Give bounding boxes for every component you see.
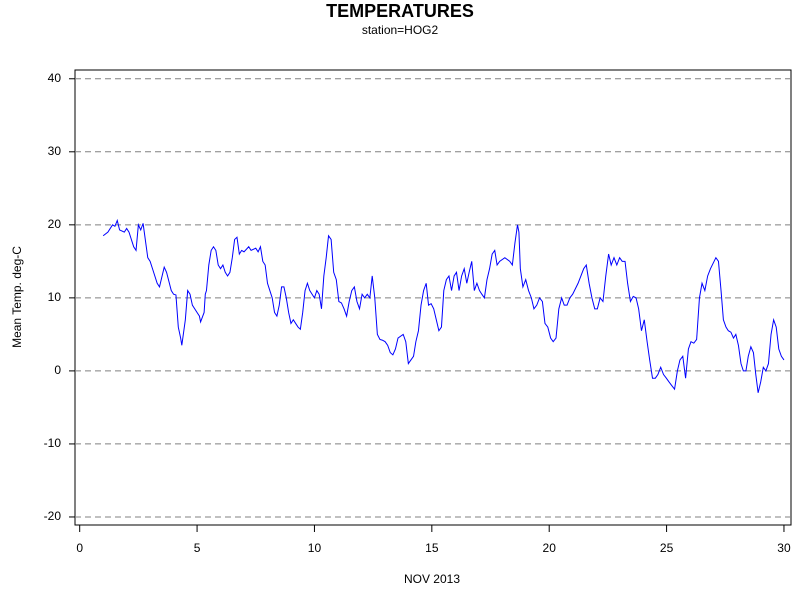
x-tick-label: 25: [660, 541, 674, 555]
x-tick-label: 10: [308, 541, 322, 555]
x-axis-label: NOV 2013: [404, 572, 460, 586]
y-tick-label: -10: [44, 436, 62, 450]
chart-title: TEMPERATURES: [326, 1, 474, 21]
y-tick-label: -20: [44, 509, 62, 523]
plot-frame: [74, 69, 792, 526]
y-tick-label: 20: [48, 217, 62, 231]
y-tick-label: 0: [54, 363, 61, 377]
y-tick-label: 10: [48, 290, 62, 304]
x-tick-label: 20: [543, 541, 557, 555]
y-tick-label: 30: [48, 144, 62, 158]
temperature-line: [102, 218, 785, 393]
x-tick-label: 5: [194, 541, 201, 555]
y-axis-label: Mean Temp. deg-C: [10, 246, 24, 348]
chart-subtitle: station=HOG2: [362, 23, 439, 37]
x-tick-label: 0: [76, 541, 83, 555]
x-tick-label: 30: [777, 541, 791, 555]
y-tick-label: 40: [48, 71, 62, 85]
x-tick-label: 15: [425, 541, 439, 555]
